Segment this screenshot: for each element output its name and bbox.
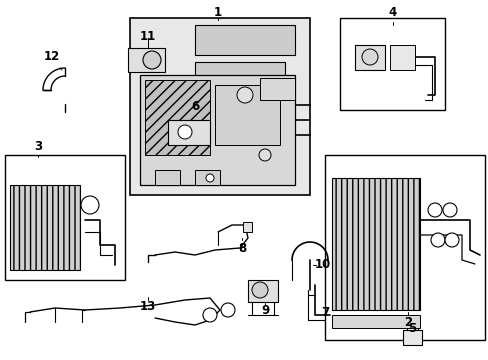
Bar (195, 25, 294, 55)
Circle shape (142, 51, 161, 69)
Bar (10, 185, 80, 270)
Text: 12: 12 (44, 50, 60, 63)
Bar (128, 48, 164, 72)
Text: 3: 3 (34, 140, 42, 153)
Circle shape (361, 49, 377, 65)
Bar (247, 280, 278, 302)
Circle shape (203, 308, 217, 322)
Bar (389, 45, 414, 70)
Bar (130, 18, 309, 195)
Bar (243, 222, 251, 232)
Text: 8: 8 (237, 242, 245, 255)
Bar (5, 155, 125, 280)
Bar (325, 155, 484, 340)
Bar (215, 85, 280, 145)
Bar (168, 120, 209, 145)
Circle shape (444, 233, 458, 247)
Text: 7: 7 (320, 306, 328, 320)
Circle shape (205, 174, 214, 182)
Bar (140, 75, 294, 185)
Circle shape (178, 125, 192, 139)
Bar (195, 62, 285, 82)
Text: 11: 11 (140, 31, 156, 44)
Bar (145, 80, 209, 155)
Text: 6: 6 (190, 100, 199, 113)
Bar (260, 78, 294, 100)
Circle shape (221, 303, 235, 317)
Text: 9: 9 (260, 303, 268, 316)
Circle shape (427, 203, 441, 217)
Bar (331, 178, 419, 310)
Bar (195, 170, 220, 185)
Circle shape (442, 203, 456, 217)
Bar (402, 330, 421, 345)
Text: 1: 1 (214, 5, 222, 18)
Circle shape (237, 87, 252, 103)
Text: 2: 2 (403, 315, 411, 328)
Bar (339, 18, 444, 110)
Bar (354, 45, 384, 70)
Circle shape (259, 149, 270, 161)
Text: 5: 5 (407, 321, 415, 334)
Bar (331, 315, 419, 328)
Text: 10: 10 (314, 258, 330, 271)
Text: 13: 13 (140, 301, 156, 314)
Circle shape (430, 233, 444, 247)
Text: 4: 4 (388, 5, 396, 18)
Bar (155, 170, 180, 185)
Circle shape (251, 282, 267, 298)
Circle shape (81, 196, 99, 214)
